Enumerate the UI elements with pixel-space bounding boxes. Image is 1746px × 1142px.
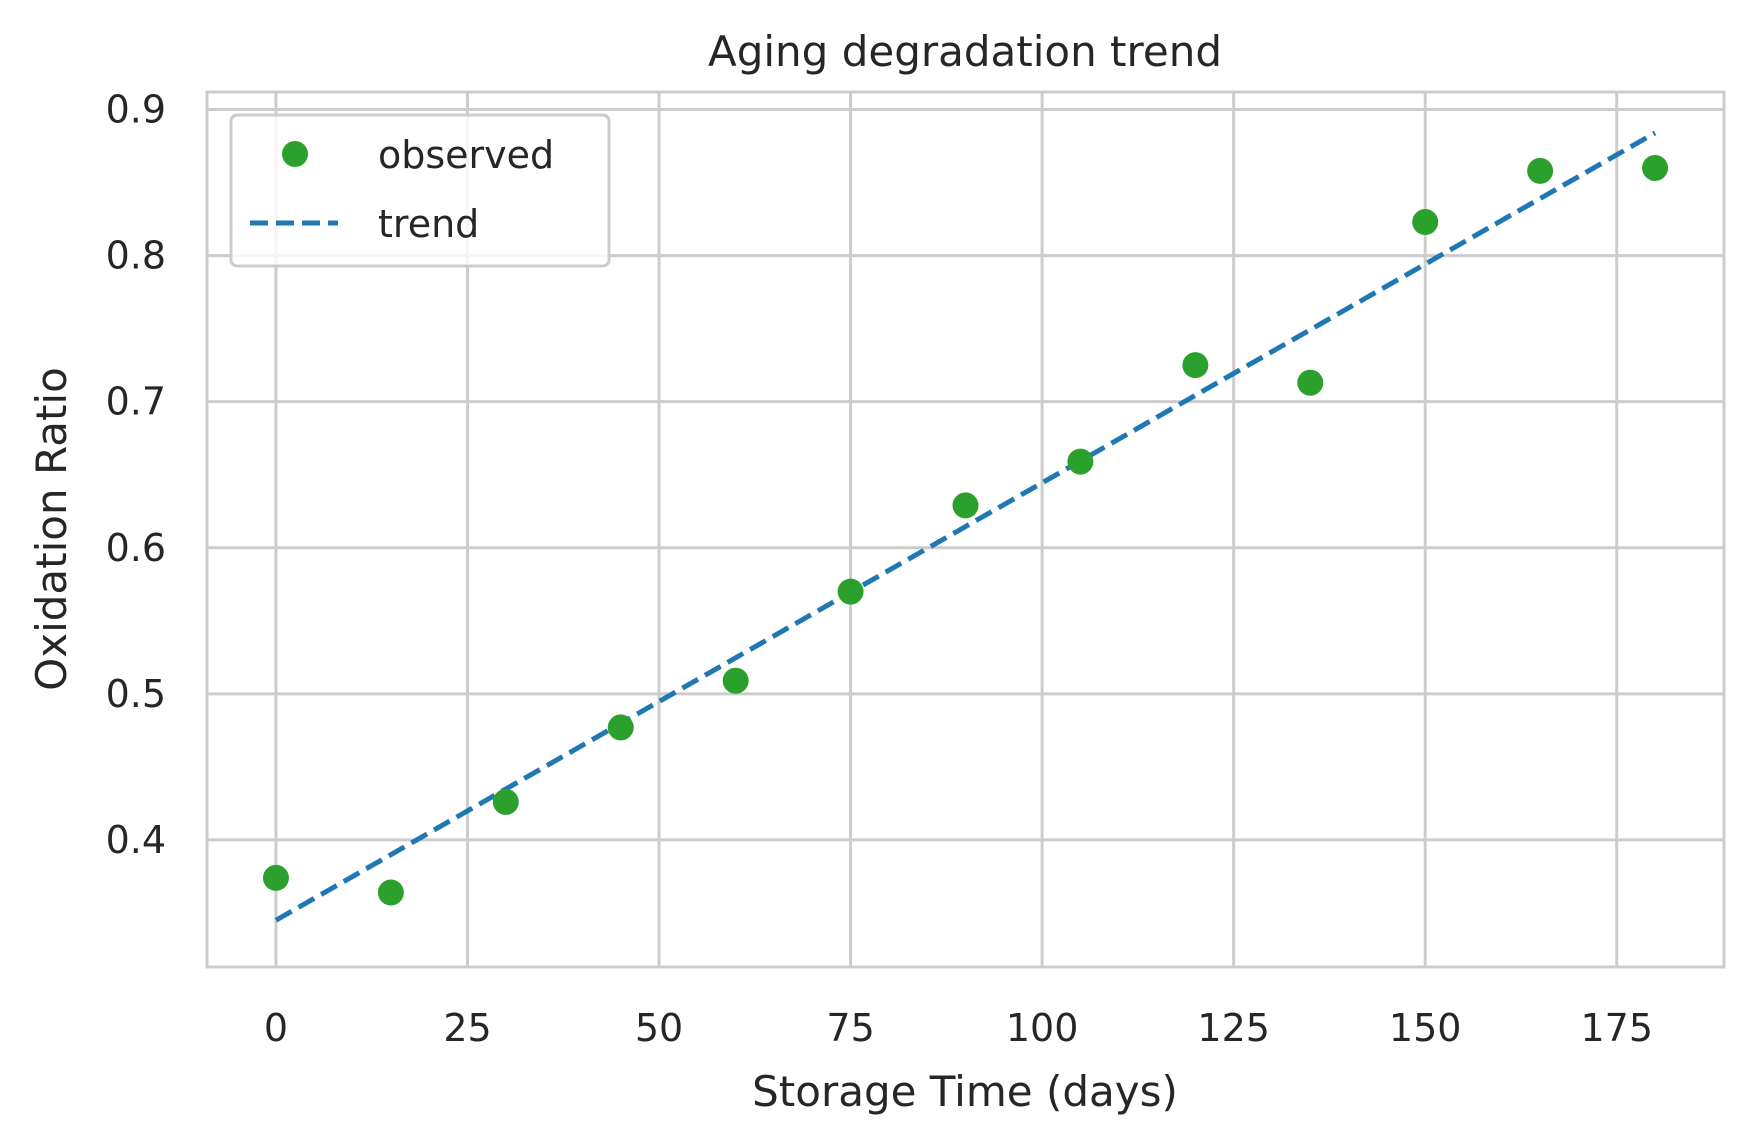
x-tick-label: 75: [826, 1006, 874, 1050]
y-tick-label: 0.4: [106, 818, 166, 862]
y-tick-label: 0.8: [106, 234, 166, 278]
observed-point: [262, 864, 289, 891]
legend-observed-marker: [282, 141, 308, 167]
plot-frame: [205, 90, 1726, 969]
y-axis-label: Oxidation Ratio: [27, 367, 76, 691]
y-tick-label: 0.9: [106, 88, 166, 132]
x-tick-label: 125: [1197, 1006, 1270, 1050]
observed-point: [1182, 352, 1209, 379]
grid-lines: [207, 92, 1724, 967]
x-axis-label: Storage Time (days): [752, 1067, 1178, 1116]
observed-point: [607, 714, 634, 741]
x-tick-labels: 0 25 50 75 100 125 150 175: [264, 1006, 1653, 1050]
observed-point: [1412, 209, 1439, 236]
observed-point: [837, 578, 864, 605]
y-tick-label: 0.7: [106, 380, 166, 424]
legend-box: [229, 113, 611, 268]
legend: observed trend: [229, 113, 611, 268]
observed-point: [1527, 157, 1554, 184]
legend-observed-label: observed: [378, 133, 554, 177]
x-tick-label: 100: [1006, 1006, 1079, 1050]
x-tick-label: 25: [443, 1006, 491, 1050]
x-tick-label: 0: [264, 1006, 288, 1050]
observed-point: [952, 492, 979, 519]
y-tick-label: 0.6: [106, 526, 166, 570]
observed-point: [1067, 448, 1094, 475]
chart-title: Aging degradation trend: [708, 27, 1222, 76]
observed-point: [1642, 154, 1669, 181]
observed-point: [492, 788, 519, 815]
x-tick-label: 150: [1389, 1006, 1462, 1050]
observed-point: [1297, 369, 1324, 396]
points-layer: [262, 154, 1669, 906]
observed-point: [722, 667, 749, 694]
y-tick-labels: 0.4 0.5 0.6 0.7 0.8 0.9: [106, 88, 166, 862]
y-tick-label: 0.5: [106, 672, 166, 716]
x-tick-label: 175: [1580, 1006, 1653, 1050]
observed-point: [377, 879, 404, 906]
legend-trend-label: trend: [378, 202, 479, 246]
x-tick-label: 50: [635, 1006, 683, 1050]
